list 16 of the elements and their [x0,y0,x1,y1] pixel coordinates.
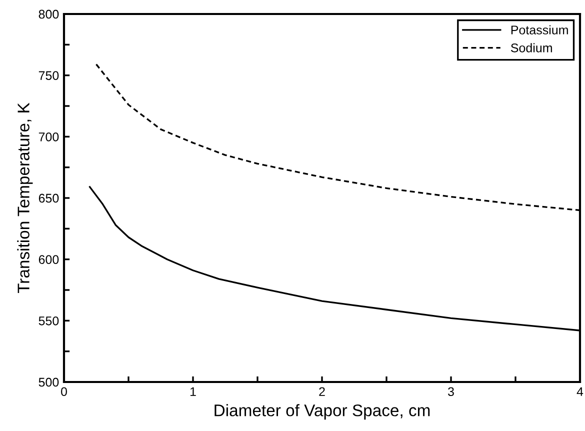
y-tick-label: 550 [38,316,59,326]
y-tick-label: 600 [38,255,59,264]
y-tick-label: 500 [38,378,59,387]
y-tick-label: 800 [38,10,59,19]
y-tick-label: 700 [38,132,59,142]
legend-label: Potassium [511,25,568,34]
x-tick-label: 4 [576,387,584,396]
y-axis-title: Transition Temperature, K [17,102,33,294]
x-tick-label: 2 [319,387,325,396]
x-tick-label: 1 [190,387,196,396]
y-tick-label: 750 [38,71,59,80]
x-tick-label: 0 [61,387,67,396]
x-axis-title: Diameter of Vapor Space, cm [214,404,430,420]
y-tick-label: 650 [38,194,59,203]
legend-label: Sodium [510,43,552,52]
x-tick-label: 3 [448,387,454,396]
